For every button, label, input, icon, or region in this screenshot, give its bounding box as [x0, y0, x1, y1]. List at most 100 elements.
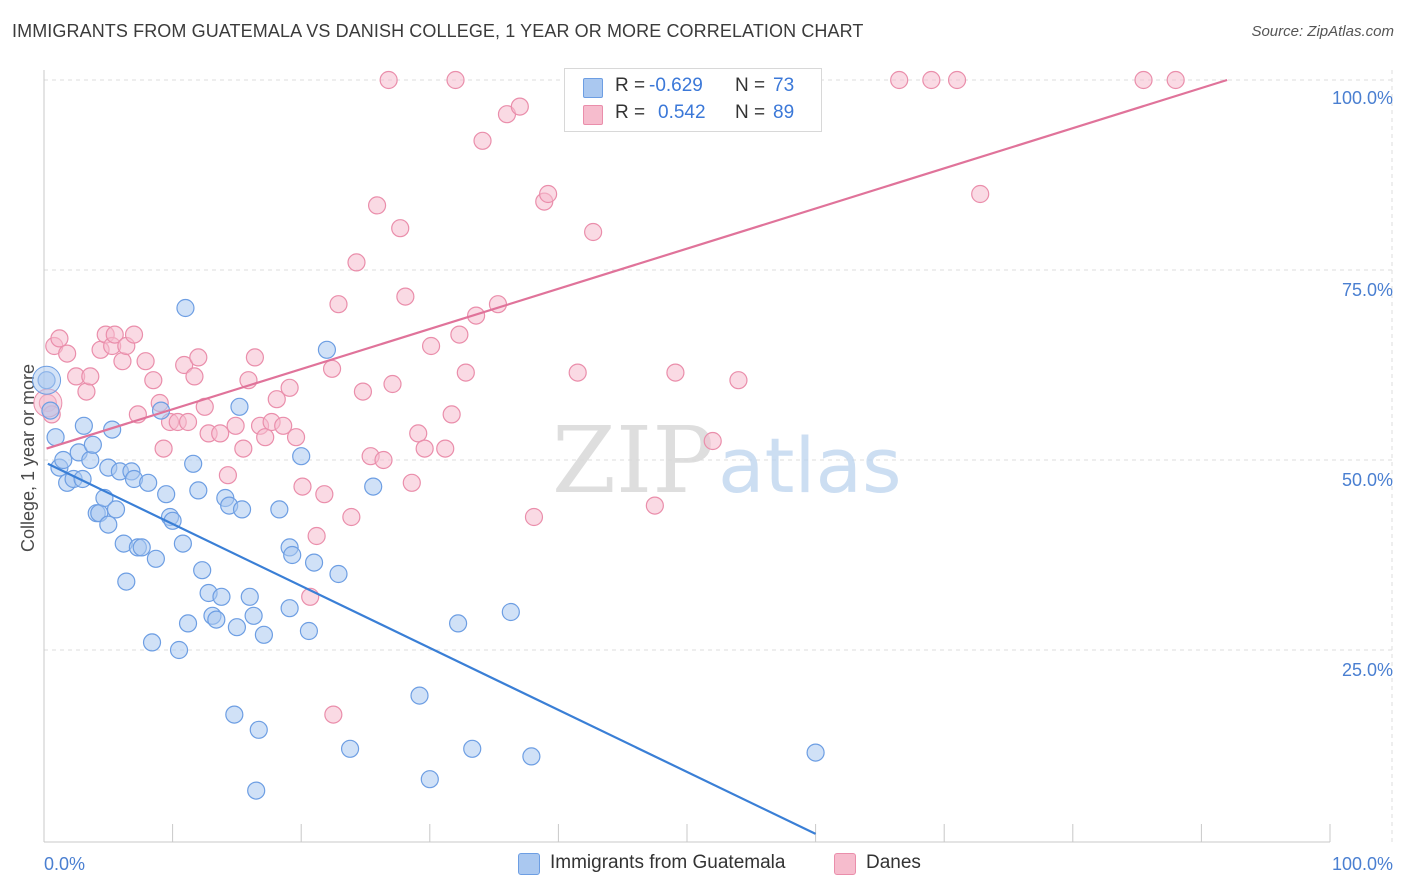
data-point — [340, 739, 360, 758]
data-point — [315, 485, 334, 504]
data-point — [169, 640, 189, 660]
data-point — [322, 359, 342, 378]
data-point — [329, 295, 348, 314]
data-point — [1134, 70, 1153, 90]
data-point — [324, 705, 343, 724]
data-point — [146, 549, 165, 568]
trend-lines — [46, 78, 1228, 835]
data-point — [74, 416, 93, 435]
data-point — [584, 222, 603, 242]
x-tick-min: 0.0% — [44, 854, 85, 874]
gridlines — [44, 70, 1393, 842]
data-point — [307, 526, 326, 546]
data-point — [113, 352, 132, 371]
bottom-legend-danes: Danes — [834, 852, 954, 876]
data-point — [442, 405, 461, 424]
series-points-blue — [32, 298, 825, 800]
bottom-legend-guatemala: Immigrants from Guatemala — [518, 852, 818, 876]
data-point — [50, 329, 69, 348]
bottom-legend-label: Danes — [866, 852, 921, 873]
legend-r-value: -0.629 — [649, 75, 703, 96]
data-point — [396, 287, 415, 306]
data-point — [473, 131, 492, 150]
x-tick-max: 100.0% — [1332, 854, 1393, 874]
data-point — [415, 439, 434, 458]
data-point — [211, 424, 230, 443]
y-tick-labels: 25.0% 50.0% 75.0% 100.0% — [1332, 88, 1393, 680]
bottom-legend-swatch-blue — [518, 853, 540, 875]
data-point — [249, 720, 268, 739]
data-point — [132, 538, 151, 557]
data-point — [666, 363, 685, 382]
data-point — [247, 781, 266, 800]
data-point — [226, 416, 245, 435]
data-point — [304, 553, 324, 572]
data-point — [103, 420, 122, 439]
data-point — [245, 348, 265, 367]
trend-line-guatemala — [47, 462, 817, 835]
data-point — [409, 424, 428, 443]
y-tick-label: 25.0% — [1342, 660, 1393, 680]
trend-line-danes — [46, 78, 1228, 450]
stats-legend: R = -0.629 N = 73 R = 0.542 N = 89 — [564, 68, 822, 132]
data-point — [364, 477, 383, 496]
data-point — [299, 621, 319, 641]
data-point — [379, 70, 398, 90]
data-point — [139, 473, 158, 492]
y-tick-label: 75.0% — [1342, 280, 1393, 300]
data-point — [105, 325, 124, 344]
data-point — [280, 378, 299, 397]
data-point — [539, 184, 558, 204]
data-point — [436, 439, 455, 458]
data-point — [317, 340, 337, 359]
data-point — [347, 253, 366, 272]
legend-r-value: 0.542 — [658, 102, 706, 123]
data-point — [193, 561, 212, 580]
data-point — [207, 610, 226, 629]
data-point — [353, 382, 373, 401]
legend-swatch-pink — [583, 105, 603, 125]
data-point — [703, 431, 722, 451]
data-point — [280, 599, 299, 618]
chart-title: IMMIGRANTS FROM GUATEMALA VS DANISH COLL… — [12, 21, 864, 41]
data-point — [329, 564, 348, 584]
data-point — [501, 602, 520, 622]
data-point — [806, 743, 825, 762]
data-point — [232, 500, 252, 519]
legend-r-label: R = — [615, 102, 646, 123]
legend-n-label: N = — [735, 75, 766, 96]
watermark: ZIP atlas — [552, 407, 902, 514]
legend-n-value: 89 — [773, 102, 795, 123]
data-point — [510, 97, 529, 116]
data-point — [374, 450, 393, 470]
data-point — [286, 428, 306, 447]
bottom-legend-label: Immigrants from Guatemala — [550, 852, 786, 873]
data-point — [218, 466, 237, 485]
data-point — [77, 382, 96, 401]
data-point — [971, 184, 990, 204]
data-point — [212, 587, 231, 606]
data-point — [234, 439, 253, 458]
data-point — [270, 500, 289, 519]
watermark-zip: ZIP — [552, 407, 714, 514]
data-point — [522, 747, 541, 766]
x-axis — [43, 70, 1331, 843]
data-point — [230, 397, 249, 416]
data-point — [890, 70, 909, 90]
data-point — [456, 363, 475, 382]
data-point — [173, 534, 192, 553]
data-point — [176, 298, 195, 318]
data-point-large — [32, 365, 62, 395]
y-tick-label: 50.0% — [1342, 470, 1393, 490]
data-point — [157, 485, 176, 504]
data-point — [189, 481, 208, 500]
data-point — [81, 367, 100, 386]
data-point — [448, 614, 468, 633]
data-point — [293, 477, 312, 496]
data-point — [144, 371, 163, 390]
data-point — [189, 348, 208, 367]
data-point — [254, 625, 274, 644]
data-point — [342, 507, 361, 527]
legend-n-value: 73 — [773, 75, 795, 96]
data-point — [41, 401, 60, 420]
